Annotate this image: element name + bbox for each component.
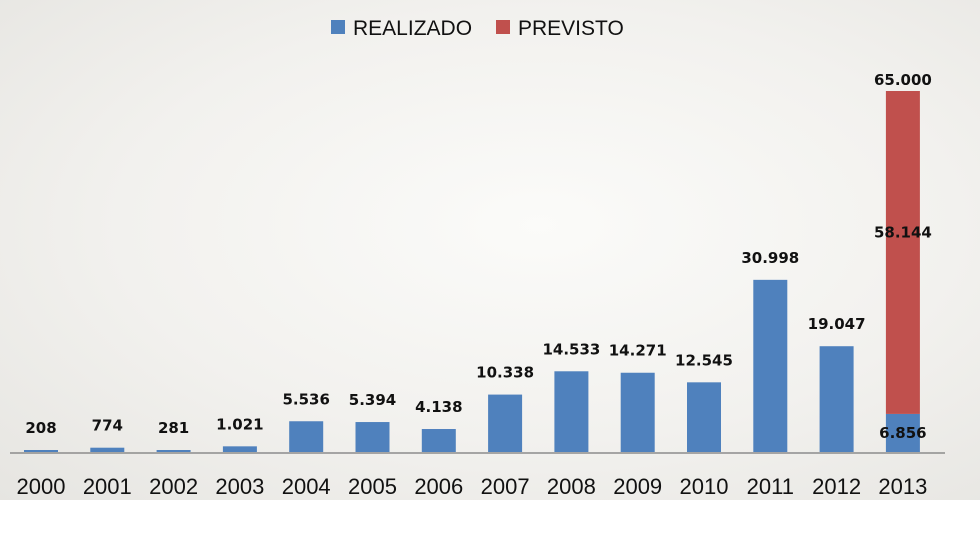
legend-swatch-previsto (496, 20, 510, 34)
bar-realizado-2000 (24, 450, 58, 452)
x-tick-label-2007: 2007 (481, 474, 530, 499)
bar-realizado-2004 (289, 421, 324, 452)
legend-swatch-realizado (331, 20, 345, 34)
bar-realizado-2003 (222, 446, 257, 452)
value-label-realizado-2006: 4.138 (415, 398, 462, 416)
x-tick-label-2009: 2009 (613, 474, 662, 499)
value-label-realizado-2000: 208 (25, 419, 56, 437)
bar-realizado-2001 (90, 447, 125, 452)
legend: REALIZADO PREVISTO (331, 17, 624, 40)
bar-previsto-2013 (885, 91, 920, 414)
value-label-realizado-2004: 5.536 (282, 390, 329, 408)
x-tick-label-2002: 2002 (149, 474, 198, 499)
x-tick-label-2006: 2006 (414, 474, 463, 499)
value-label-realizado-2002: 281 (158, 419, 189, 437)
plot-area: 208 774 281 1.021 5.536 5.394 4.138 10.338 14.53… (24, 71, 932, 452)
value-label-realizado-2005: 5.394 (349, 391, 396, 409)
bottom-strip (0, 500, 980, 540)
value-label-realizado-2013: 6.856 (879, 424, 926, 442)
value-label-realizado-2009: 14.271 (609, 342, 667, 360)
bar-realizado-2008 (554, 371, 589, 452)
legend-label-realizado: REALIZADO (353, 17, 472, 40)
bar-realizado-2009 (620, 372, 655, 452)
value-label-realizado-2012: 19.047 (808, 315, 866, 333)
x-tick-label-2004: 2004 (282, 474, 331, 499)
x-tick-label-2010: 2010 (680, 474, 729, 499)
x-tick-label-2012: 2012 (812, 474, 861, 499)
bar-realizado-2005 (355, 422, 390, 452)
x-tick-label-2011: 2011 (747, 474, 794, 499)
x-tick-label-2000: 2000 (17, 474, 66, 499)
legend-label-previsto: PREVISTO (518, 17, 624, 40)
value-label-realizado-2001: 774 (92, 417, 123, 435)
value-label-previsto-2013: 58.144 (874, 223, 932, 241)
value-label-realizado-2003: 1.021 (216, 415, 263, 433)
bar-realizado-2010 (687, 382, 721, 452)
total-label-2013: 65.000 (874, 71, 932, 89)
bar-realizado-2011 (753, 279, 788, 452)
bar-realizado-2002 (156, 450, 191, 452)
x-tick-label-2001: 2001 (83, 474, 132, 499)
bar-realizado-2012 (819, 346, 854, 452)
x-tick-label-2003: 2003 (215, 474, 264, 499)
x-tick-label-2008: 2008 (547, 474, 596, 499)
value-label-realizado-2008: 14.533 (542, 340, 600, 358)
value-label-realizado-2011: 30.998 (741, 249, 799, 267)
value-label-realizado-2010: 12.545 (675, 351, 733, 369)
bar-realizado-2006 (421, 429, 456, 452)
x-axis-ticks: 2000 2001 2002 2003 2004 2005 2006 2007 2008 2009… (17, 474, 928, 499)
bar-realizado-2013 (885, 413, 920, 452)
value-label-realizado-2007: 10.338 (476, 364, 534, 382)
bar-realizado-2007 (488, 394, 523, 452)
x-tick-label-2005: 2005 (348, 474, 397, 499)
x-tick-label-2013: 2013 (878, 474, 927, 499)
